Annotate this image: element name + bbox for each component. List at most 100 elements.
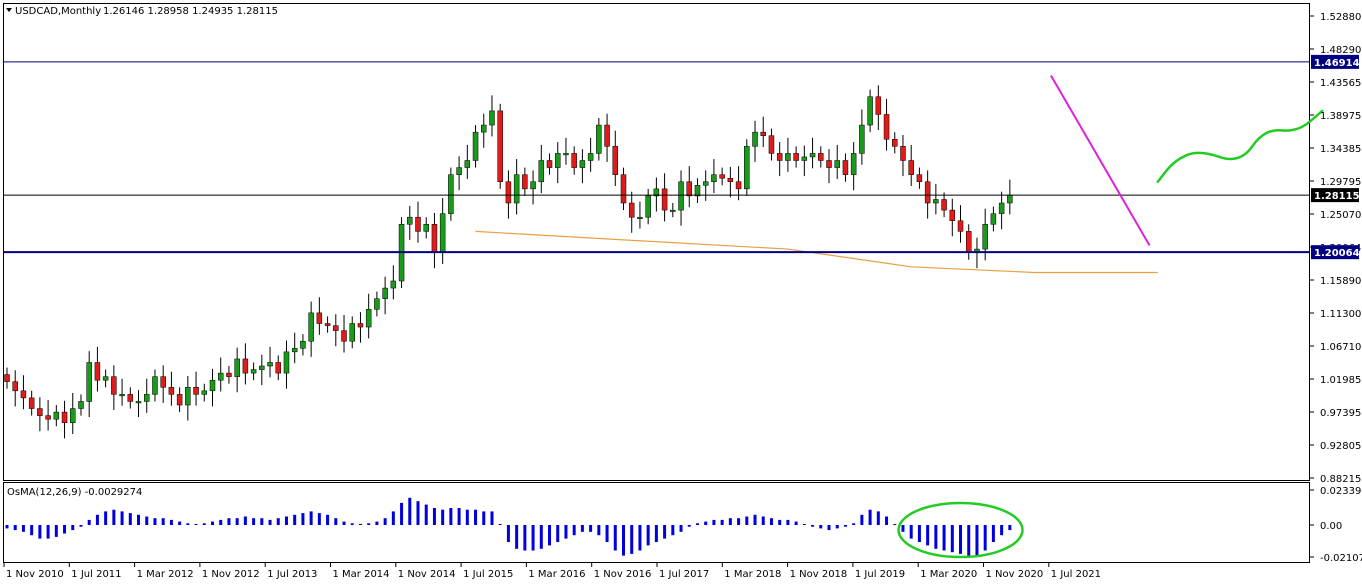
price-label: 1.25070 [1320,210,1361,221]
osma-bar [1008,525,1012,531]
candle-body [308,312,314,342]
candle-body [883,114,890,140]
osma-bar [868,509,872,525]
candle-body [719,174,725,179]
candle-body [390,280,397,289]
osma-label: -0.021076 [1320,553,1362,564]
osma-bar [252,518,256,525]
time-label: 1 Jul 2017 [659,569,709,580]
osma-bar [104,511,108,525]
candle-body [571,153,577,168]
time-label: 1 Mar 2020 [920,569,977,580]
time-label: 1 Nov 2016 [594,569,652,580]
osma-bar [663,525,667,539]
trendline-layer [1050,74,1151,247]
osma-bar [778,519,782,525]
osma-bar [120,511,124,525]
candle-body [776,153,783,161]
candle-body [300,340,306,349]
candle-body [867,96,873,126]
osma-bar [367,523,371,525]
osma-bar [613,525,617,551]
time-label: 1 Jul 2019 [855,569,905,580]
candle-body [61,411,68,423]
candle-body [481,124,487,133]
time-label: 1 Jul 2021 [1051,569,1101,580]
price-label: 0.92805 [1320,441,1361,452]
candle-body [850,153,857,175]
candle-body [637,216,643,219]
candle-body [538,160,545,183]
support-price-tag-bg [1311,245,1359,260]
osma-bar [539,525,543,549]
candle-body [489,110,495,126]
candle-body [670,209,676,212]
candle-body [678,181,684,211]
osma-bar [893,524,897,525]
osma-bar [161,518,165,525]
osma-bar [523,525,527,551]
candle-body [382,287,388,299]
candle-body [374,298,380,310]
candle-body [924,181,931,204]
osma-bar [334,518,338,525]
osma-bar [580,525,584,532]
candle-body [760,131,766,136]
time-label: 1 Nov 2010 [6,569,64,580]
candle-body [785,153,791,161]
time-axis: 1 Nov 2010 1 Jul 2011 1 Mar 2012 1 Nov 2012… [3,562,1101,580]
price-label: 1.38975 [1320,111,1361,122]
candle-body [456,167,462,175]
time-label: 1 Jul 2011 [71,569,121,580]
candle-body [768,135,775,154]
candle-body [826,160,832,168]
candle-body [653,188,660,197]
osma-bar [959,525,963,554]
candle-body [818,153,824,161]
candle-body [497,110,503,183]
candle-body [612,146,619,175]
candle-body [563,153,569,156]
osma-bar [54,525,58,537]
candle-body [859,124,865,154]
projection-path [1156,109,1324,184]
osma-bar [490,511,494,525]
candle-body [711,174,717,183]
candle-body [234,358,240,377]
candle-body [842,160,849,175]
candle-body [242,358,249,374]
osma-bar [235,518,239,525]
osma-bar [284,516,288,525]
osma-bar [720,519,724,525]
osma-bar [293,514,297,525]
candle-body [316,312,323,324]
osma-bar [383,518,387,525]
osma-bar [317,513,321,525]
candle-body [604,124,610,147]
osma-bar [21,525,25,532]
candle-body [752,131,758,147]
osma-bar [901,525,905,532]
candle-body [176,394,183,406]
osma-bar [885,516,889,525]
osma-frame [3,482,1310,563]
osma-bar [408,497,412,525]
candle-body [464,160,471,168]
candle-body [291,348,298,353]
candles-layer [4,85,1013,439]
candle-body [1007,194,1013,204]
time-label: 1 Nov 2014 [398,569,456,580]
osma-bar [917,525,921,542]
osma-bar [46,525,50,539]
osma-bar [79,525,83,527]
time-label: 1 Nov 2018 [790,569,848,580]
candle-body [957,220,964,232]
price-label: 1.48290 [1320,45,1361,56]
osma-bar [13,525,17,531]
osma-bar [934,525,938,549]
dropdown-triangle-icon[interactable] [6,8,12,12]
candle-body [727,177,734,183]
candle-body [119,394,125,397]
price-label: 0.88215 [1320,474,1361,485]
